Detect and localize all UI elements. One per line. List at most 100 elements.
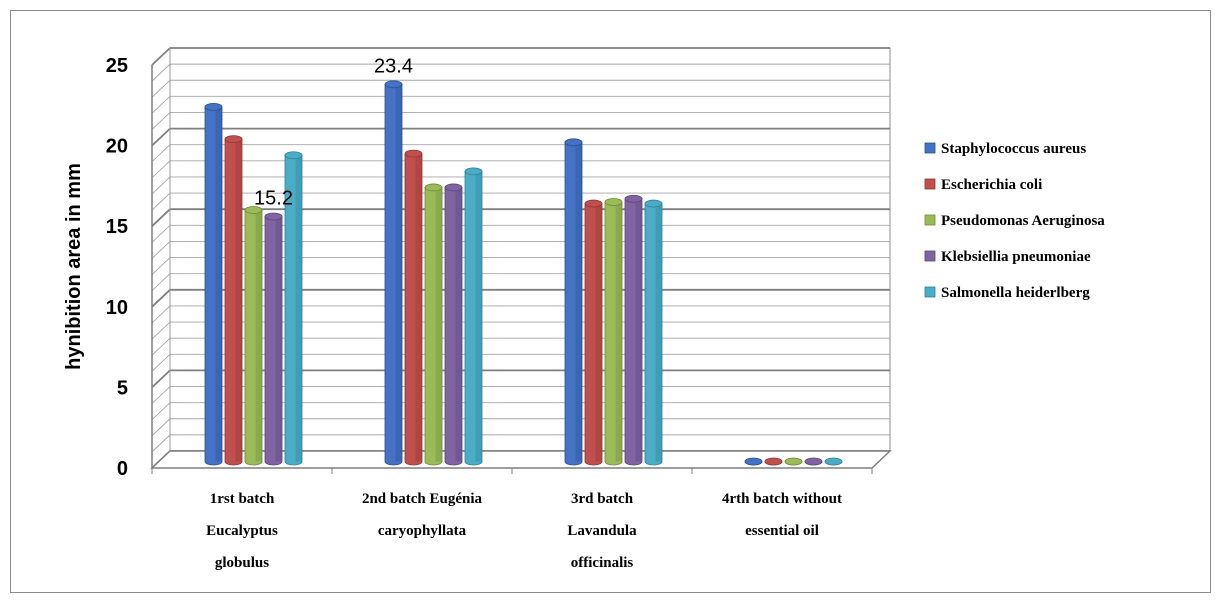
bar-body bbox=[244, 209, 263, 466]
bar-top bbox=[224, 135, 243, 144]
side-wall-gridline bbox=[151, 241, 171, 259]
side-wall-gridline bbox=[151, 176, 171, 195]
legend-swatch bbox=[924, 178, 936, 190]
bar bbox=[404, 149, 423, 466]
side-wall-gridline bbox=[151, 273, 171, 292]
bar-body bbox=[564, 141, 583, 466]
bar-top bbox=[744, 457, 763, 466]
bar bbox=[764, 457, 783, 466]
side-wall-gridline bbox=[151, 192, 171, 211]
legend-label: Staphylococcus aureus bbox=[941, 141, 1086, 157]
bar-top bbox=[384, 80, 403, 89]
bar bbox=[784, 457, 803, 466]
side-wall-gridline bbox=[151, 418, 171, 437]
legend-swatch bbox=[924, 250, 936, 262]
side-wall-gridline bbox=[151, 112, 171, 130]
side-wall-gridline bbox=[151, 79, 171, 98]
bar-top bbox=[624, 194, 643, 203]
bar-top bbox=[644, 199, 663, 208]
legend-swatch bbox=[924, 286, 936, 298]
bar bbox=[444, 183, 463, 466]
side-wall-gridline bbox=[151, 369, 171, 389]
x-category-label: Lavandula bbox=[567, 523, 637, 539]
bar-top bbox=[404, 149, 423, 158]
y-tick-label: 10 bbox=[106, 297, 128, 319]
bar-body bbox=[204, 106, 223, 466]
side-wall-gridline bbox=[151, 321, 171, 340]
bar bbox=[224, 135, 243, 466]
y-tick-label: 20 bbox=[106, 136, 128, 158]
floor bbox=[150, 450, 892, 469]
side-wall-gridline bbox=[151, 208, 171, 227]
y-axis-label: hynibition area in mm bbox=[63, 163, 85, 370]
x-category-label: 1rst batch bbox=[210, 491, 275, 507]
bar-top bbox=[264, 212, 283, 221]
bar-top bbox=[204, 102, 223, 111]
bar-shade bbox=[475, 171, 482, 462]
legend-label: Escherichia coli bbox=[941, 177, 1042, 193]
side-wall-gridline bbox=[151, 127, 171, 147]
bar-body bbox=[384, 83, 403, 466]
side-wall-gridline bbox=[151, 96, 171, 114]
y-tick-label: 25 bbox=[106, 55, 128, 77]
x-category-label: caryophyllata bbox=[378, 523, 467, 539]
bar-body bbox=[444, 187, 463, 466]
bar-shade bbox=[275, 216, 282, 462]
bar-body bbox=[284, 154, 303, 466]
bar-top bbox=[584, 199, 603, 208]
bar bbox=[424, 183, 443, 466]
side-wall-gridline bbox=[151, 160, 171, 179]
bar-body bbox=[264, 216, 283, 466]
bar-top bbox=[284, 151, 303, 160]
side-wall-gridline bbox=[151, 386, 171, 404]
bar bbox=[244, 206, 263, 466]
legend-label: Salmonella heiderlberg bbox=[941, 285, 1090, 301]
bar-top bbox=[444, 183, 463, 192]
bar-shade bbox=[615, 201, 622, 462]
bar bbox=[464, 167, 483, 466]
bar-top bbox=[804, 457, 823, 466]
side-wall-gridline bbox=[151, 353, 171, 372]
x-category-label: 4rth batch without bbox=[722, 491, 842, 507]
bar bbox=[744, 457, 763, 466]
side-wall-gridline bbox=[151, 224, 171, 243]
x-category-label: globulus bbox=[215, 555, 269, 571]
bar-top bbox=[464, 167, 483, 176]
bar bbox=[284, 151, 303, 466]
bar-body bbox=[644, 203, 663, 466]
bar-shade bbox=[455, 187, 462, 462]
bar-body bbox=[404, 153, 423, 466]
bar-shade bbox=[635, 198, 642, 462]
bar bbox=[624, 194, 643, 466]
bar-shade bbox=[655, 203, 662, 462]
bar-shade bbox=[235, 139, 242, 462]
bar-shade bbox=[575, 142, 582, 462]
bar-shade bbox=[215, 106, 222, 462]
side-wall-gridline bbox=[151, 434, 171, 453]
side-wall-gridline bbox=[151, 305, 171, 324]
data-label: 23.4 bbox=[374, 55, 413, 77]
bar bbox=[564, 138, 583, 466]
bar-top bbox=[604, 198, 623, 206]
side-wall-gridline bbox=[151, 47, 171, 66]
bar-top bbox=[784, 457, 803, 466]
bar-top bbox=[424, 183, 443, 192]
bar-top bbox=[564, 138, 583, 147]
x-category-label: essential oil bbox=[745, 523, 819, 539]
bar-shade bbox=[595, 203, 602, 462]
side-wall-gridline bbox=[151, 402, 171, 420]
bar-shade bbox=[435, 187, 442, 462]
y-tick-label: 0 bbox=[117, 458, 128, 480]
x-category-label: 3rd batch bbox=[571, 491, 634, 507]
bar bbox=[384, 80, 403, 466]
bar-shade bbox=[415, 153, 422, 462]
bar-top bbox=[764, 457, 783, 466]
bar bbox=[644, 199, 663, 466]
bar-top bbox=[244, 206, 263, 214]
y-tick-label: 15 bbox=[106, 216, 128, 238]
side-wall-gridline bbox=[151, 337, 171, 356]
bar-shade bbox=[295, 155, 302, 462]
side-wall-gridline bbox=[151, 144, 171, 163]
bar bbox=[604, 198, 623, 466]
